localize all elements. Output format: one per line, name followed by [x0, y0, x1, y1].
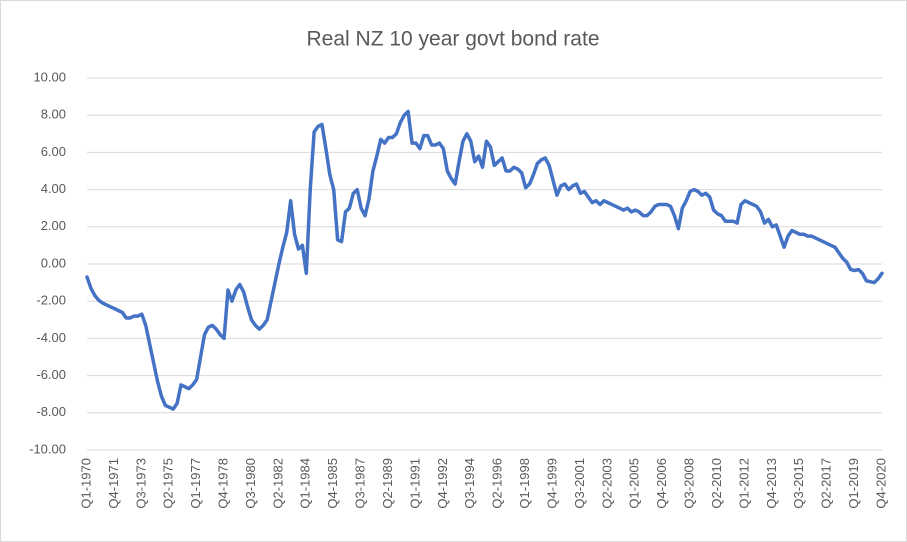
x-tick-label: Q1-2012 — [736, 458, 751, 509]
x-tick-label: Q3-1987 — [353, 458, 368, 509]
y-tick-label: 10.00 — [33, 69, 66, 84]
y-tick-label: 0.00 — [41, 255, 66, 270]
x-tick-label: Q2-2003 — [599, 458, 614, 509]
x-tick-label: Q1-1998 — [517, 458, 532, 509]
x-tick-label: Q3-2001 — [572, 458, 587, 509]
x-tick-label: Q2-1996 — [490, 458, 505, 509]
data-line — [85, 109, 884, 411]
x-tick-label: Q3-1994 — [462, 458, 477, 509]
y-tick-label: -10.00 — [29, 441, 66, 456]
x-tick-label: Q1-1991 — [407, 458, 422, 509]
y-tick-label: 2.00 — [41, 218, 66, 233]
y-tick-label: 8.00 — [41, 107, 66, 122]
x-tick-label: Q4-1992 — [435, 458, 450, 509]
y-tick-label: 4.00 — [41, 181, 66, 196]
x-tick-label: Q4-2013 — [764, 458, 779, 509]
x-tick-label: Q2-1989 — [380, 458, 395, 509]
y-tick-label: 6.00 — [41, 144, 66, 159]
x-tick-label: Q4-1999 — [544, 458, 559, 509]
x-tick-label: Q4-1978 — [216, 458, 231, 509]
x-tick-label: Q2-2010 — [709, 458, 724, 509]
x-tick-label: Q1-2005 — [627, 458, 642, 509]
x-tick-label: Q3-1980 — [243, 458, 258, 509]
y-tick-label: -2.00 — [36, 293, 66, 308]
x-tick-label: Q4-2006 — [654, 458, 669, 509]
x-tick-label: Q1-2019 — [846, 458, 861, 509]
x-tick-label: Q2-1975 — [161, 458, 176, 509]
x-tick-label: Q3-2008 — [682, 458, 697, 509]
x-tick-label: Q1-1970 — [78, 458, 93, 509]
x-tick-label: Q4-2020 — [873, 458, 888, 509]
x-tick-label: Q2-1982 — [270, 458, 285, 509]
y-tick-label: -6.00 — [36, 367, 66, 382]
x-tick-label: Q4-1985 — [325, 458, 340, 509]
x-tick-label: Q3-1973 — [133, 458, 148, 509]
x-tick-label: Q4-1971 — [106, 458, 121, 509]
x-tick-label: Q3-2015 — [791, 458, 806, 509]
x-tick-label: Q2-2017 — [819, 458, 834, 509]
y-tick-label: -4.00 — [36, 330, 66, 345]
chart-title: Real NZ 10 year govt bond rate — [307, 28, 600, 51]
x-tick-label: Q1-1984 — [298, 458, 313, 509]
x-tick-label: Q1-1977 — [188, 458, 203, 509]
y-tick-label: -8.00 — [36, 404, 66, 419]
